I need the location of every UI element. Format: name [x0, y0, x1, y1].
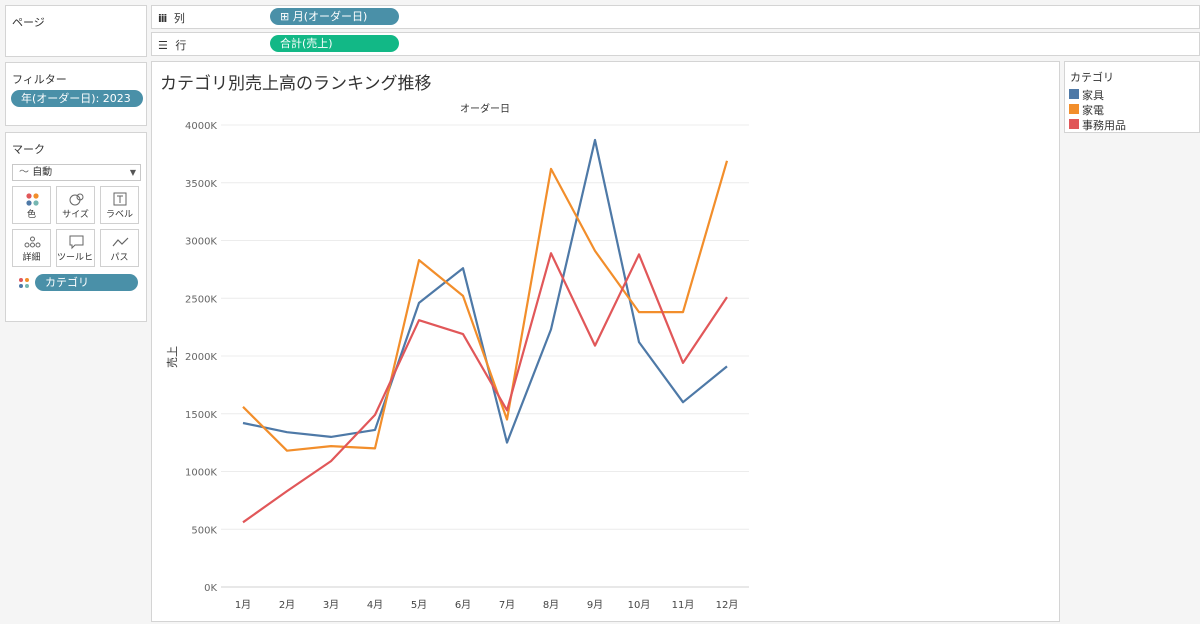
x-tick-label: 4月: [367, 599, 383, 611]
label-icon: [113, 192, 127, 206]
tooltip-icon: [69, 235, 84, 250]
size-icon: [69, 193, 84, 206]
mark-type-value: 自動: [32, 167, 53, 178]
y-tick-label: 2500K: [185, 294, 217, 305]
x-tick-labels: 1月 2月 3月 4月 5月 6月 7月 8月 9月 10月 11月 12月: [235, 599, 739, 611]
chart-title: カテゴリ別売上高のランキング推移: [160, 73, 432, 94]
legend-item-office-supplies[interactable]: 事務用品: [1082, 119, 1126, 132]
tooltip-button-label: ツールヒ…: [57, 253, 94, 263]
legend-title: カテゴリ: [1070, 71, 1114, 84]
legend-swatch-office-supplies: [1069, 119, 1079, 129]
columns-shelf-label: 列: [173, 12, 185, 25]
series-line[interactable]: [242, 160, 729, 452]
rows-icon: ☰: [158, 39, 168, 52]
x-tick-label: 1月: [235, 599, 251, 611]
y-tick-label: 500K: [191, 525, 217, 536]
x-tick-label: 12月: [716, 599, 739, 611]
x-tick-label: 3月: [323, 599, 339, 611]
label-button[interactable]: ラベル: [100, 186, 139, 224]
y-tick-label: 2000K: [185, 352, 217, 363]
path-button-label: パス: [110, 253, 129, 263]
filters-title: フィルター: [12, 73, 67, 86]
path-button[interactable]: パス: [100, 229, 139, 267]
label-button-label: ラベル: [105, 210, 133, 220]
color-field-icon: [19, 278, 29, 288]
legend-item-furniture[interactable]: 家具: [1082, 89, 1104, 102]
series-line[interactable]: [242, 252, 728, 524]
y-tick-label: 1500K: [185, 410, 217, 421]
chevron-down-icon: ▼: [129, 168, 136, 177]
x-tick-label: 11月: [672, 599, 695, 611]
color-field-pill[interactable]: カテゴリ: [35, 274, 138, 291]
x-tick-label: 10月: [628, 599, 651, 611]
columns-icon: iii: [158, 12, 167, 25]
x-tick-label: 6月: [455, 599, 471, 611]
legend-swatch-appliances: [1069, 104, 1079, 114]
pages-panel: ページ: [5, 5, 147, 57]
x-tick-label: 8月: [543, 599, 559, 611]
x-tick-label: 2月: [279, 599, 295, 611]
filters-panel: フィルター 年(オーダー日): 2023: [5, 62, 147, 126]
rows-pill[interactable]: 合計(売上): [270, 35, 399, 52]
y-tick-label: 4000K: [185, 121, 217, 132]
color-button-label: 色: [26, 210, 36, 220]
legend-panel: カテゴリ: [1064, 61, 1200, 133]
detail-button-label: 詳細: [22, 253, 41, 263]
filter-pill[interactable]: 年(オーダー日): 2023: [11, 90, 143, 107]
legend-swatch-furniture: [1069, 89, 1079, 99]
size-button[interactable]: サイズ: [56, 186, 95, 224]
y-tick-label: 3500K: [185, 179, 217, 190]
rows-shelf-label: 行: [175, 39, 187, 52]
y-tick-label: 0K: [204, 583, 217, 594]
size-button-label: サイズ: [62, 210, 89, 220]
detail-button[interactable]: 詳細: [12, 229, 51, 267]
y-tick-label: 3000K: [185, 237, 217, 248]
marks-panel: マーク: [5, 132, 147, 322]
marks-title: マーク: [12, 143, 45, 156]
series-lines: [242, 138, 729, 524]
y-axis-label: 売上: [166, 346, 179, 368]
color-icon: [26, 193, 39, 206]
y-tick-labels: 0K 500K 1000K 1500K 2000K 2500K 3000K 3500K 4000…: [185, 121, 217, 594]
tooltip-button[interactable]: ツールヒ…: [56, 229, 95, 267]
x-tick-label: 9月: [587, 599, 603, 611]
chart-header: オーダー日: [460, 102, 510, 115]
legend-item-appliances[interactable]: 家電: [1082, 104, 1104, 117]
line-chart: カテゴリ別売上高のランキング推移 オーダー日 売上 0K 500K 1000K 150…: [160, 73, 749, 611]
line-mark-icon: 〜: [19, 167, 29, 178]
y-tick-label: 1000K: [185, 468, 217, 479]
chart-panel: [151, 61, 1060, 622]
detail-icon: [24, 236, 41, 248]
pages-title: ページ: [12, 16, 45, 29]
color-button[interactable]: 色: [12, 186, 51, 224]
mark-type-dropdown[interactable]: 〜 自動 ▼: [12, 164, 141, 181]
columns-pill[interactable]: ⊞ 月(オーダー日): [270, 8, 399, 25]
x-tick-label: 5月: [411, 599, 427, 611]
x-tick-label: 7月: [499, 599, 515, 611]
path-icon: [112, 237, 129, 247]
